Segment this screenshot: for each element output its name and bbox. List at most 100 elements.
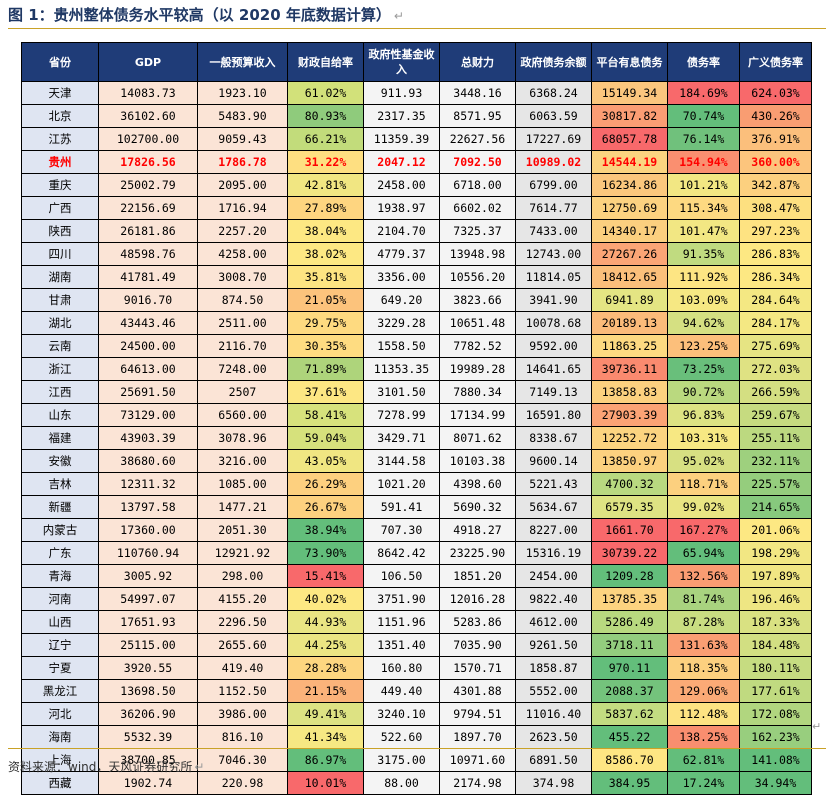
cell-total-revenue: 19989.28 bbox=[439, 357, 516, 381]
cell-province: 安徽 bbox=[21, 449, 99, 473]
cell-broad-debt-ratio: 284.64% bbox=[739, 288, 812, 312]
header-broad-debt-ratio: 广义债务率 bbox=[739, 42, 812, 82]
cell-broad-debt-ratio: 286.34% bbox=[739, 265, 812, 289]
cell-platform-debt: 12750.69 bbox=[591, 196, 668, 220]
cell-broad-debt-ratio: 297.23% bbox=[739, 219, 812, 243]
cell-budget-revenue: 298.00 bbox=[197, 564, 288, 588]
cell-gov-debt: 6368.24 bbox=[515, 81, 592, 105]
table-row: 江西 25691.50 2507 37.61% 3101.50 7880.34 7149.1… bbox=[21, 380, 812, 404]
cell-self-sufficiency: 44.93% bbox=[287, 610, 364, 634]
header-province: 省份 bbox=[21, 42, 99, 82]
cell-total-revenue: 17134.99 bbox=[439, 403, 516, 427]
cell-fund-revenue: 3144.58 bbox=[363, 449, 440, 473]
cell-budget-revenue: 220.98 bbox=[197, 771, 288, 795]
cell-gov-debt: 6799.00 bbox=[515, 173, 592, 197]
cell-self-sufficiency: 73.90% bbox=[287, 541, 364, 565]
cell-gdp: 13698.50 bbox=[98, 679, 198, 703]
table-row: 贵州 17826.56 1786.78 31.22% 2047.12 7092.50 109… bbox=[21, 150, 812, 174]
cell-budget-revenue: 3008.70 bbox=[197, 265, 288, 289]
cell-fund-revenue: 1938.97 bbox=[363, 196, 440, 220]
table-row: 天津 14083.73 1923.10 61.02% 911.93 3448.16 6368… bbox=[21, 81, 812, 105]
cell-total-revenue: 6602.02 bbox=[439, 196, 516, 220]
cell-gov-debt: 9592.00 bbox=[515, 334, 592, 358]
cell-fund-revenue: 1021.20 bbox=[363, 472, 440, 496]
cell-debt-ratio: 118.71% bbox=[667, 472, 740, 496]
cell-debt-ratio: 167.27% bbox=[667, 518, 740, 542]
cell-gov-debt: 374.98 bbox=[515, 771, 592, 795]
cell-total-revenue: 7880.34 bbox=[439, 380, 516, 404]
cell-budget-revenue: 1152.50 bbox=[197, 679, 288, 703]
table-row: 河北 36206.90 3986.00 49.41% 3240.10 9794.51 110… bbox=[21, 702, 812, 726]
cell-broad-debt-ratio: 286.83% bbox=[739, 242, 812, 266]
cell-gdp: 110760.94 bbox=[98, 541, 198, 565]
cell-fund-revenue: 88.00 bbox=[363, 771, 440, 795]
cell-broad-debt-ratio: 196.46% bbox=[739, 587, 812, 611]
cell-broad-debt-ratio: 624.03% bbox=[739, 81, 812, 105]
cell-province: 辽宁 bbox=[21, 633, 99, 657]
table-row: 广东 110760.94 12921.92 73.90% 8642.42 23225.90… bbox=[21, 541, 812, 565]
cell-fund-revenue: 160.80 bbox=[363, 656, 440, 680]
cell-debt-ratio: 115.34% bbox=[667, 196, 740, 220]
cell-broad-debt-ratio: 376.91% bbox=[739, 127, 812, 151]
cell-budget-revenue: 2257.20 bbox=[197, 219, 288, 243]
cell-self-sufficiency: 66.21% bbox=[287, 127, 364, 151]
cell-broad-debt-ratio: 34.94% bbox=[739, 771, 812, 795]
cell-fund-revenue: 11353.35 bbox=[363, 357, 440, 381]
source-note: 资料来源：wind，天风证券研究所 ↵ bbox=[8, 758, 204, 775]
debt-table: 省份 GDP 一般预算收入 财政自给率 政府性基金收入 总财力 政府债务余额 平… bbox=[21, 42, 812, 795]
cell-platform-debt: 18412.65 bbox=[591, 265, 668, 289]
cell-fund-revenue: 3429.71 bbox=[363, 426, 440, 450]
cell-gov-debt: 15316.19 bbox=[515, 541, 592, 565]
cell-budget-revenue: 4258.00 bbox=[197, 242, 288, 266]
cell-budget-revenue: 816.10 bbox=[197, 725, 288, 749]
cell-province: 浙江 bbox=[21, 357, 99, 381]
paragraph-mark-icon: ↵ bbox=[194, 760, 205, 774]
cell-budget-revenue: 12921.92 bbox=[197, 541, 288, 565]
cell-budget-revenue: 2095.00 bbox=[197, 173, 288, 197]
cell-gdp: 54997.07 bbox=[98, 587, 198, 611]
cell-budget-revenue: 2655.60 bbox=[197, 633, 288, 657]
cell-fund-revenue: 2047.12 bbox=[363, 150, 440, 174]
table-row: 吉林 12311.32 1085.00 26.29% 1021.20 4398.60 522… bbox=[21, 472, 812, 496]
cell-gdp: 3920.55 bbox=[98, 656, 198, 680]
cell-budget-revenue: 419.40 bbox=[197, 656, 288, 680]
cell-gdp: 38680.60 bbox=[98, 449, 198, 473]
cell-gov-debt: 8227.00 bbox=[515, 518, 592, 542]
cell-gdp: 14083.73 bbox=[98, 81, 198, 105]
cell-fund-revenue: 911.93 bbox=[363, 81, 440, 105]
cell-budget-revenue: 7046.30 bbox=[197, 748, 288, 772]
table-row: 江苏 102700.00 9059.43 66.21% 11359.39 22627.56… bbox=[21, 127, 812, 151]
cell-gdp: 36206.90 bbox=[98, 702, 198, 726]
cell-gov-debt: 10989.02 bbox=[515, 150, 592, 174]
cell-budget-revenue: 7248.00 bbox=[197, 357, 288, 381]
cell-broad-debt-ratio: 214.65% bbox=[739, 495, 812, 519]
cell-debt-ratio: 87.28% bbox=[667, 610, 740, 634]
cell-broad-debt-ratio: 360.00% bbox=[739, 150, 812, 174]
cell-broad-debt-ratio: 232.11% bbox=[739, 449, 812, 473]
cell-province: 山东 bbox=[21, 403, 99, 427]
cell-broad-debt-ratio: 430.26% bbox=[739, 104, 812, 128]
cell-debt-ratio: 81.74% bbox=[667, 587, 740, 611]
cell-total-revenue: 7092.50 bbox=[439, 150, 516, 174]
cell-debt-ratio: 112.48% bbox=[667, 702, 740, 726]
cell-self-sufficiency: 38.04% bbox=[287, 219, 364, 243]
cell-platform-debt: 13785.35 bbox=[591, 587, 668, 611]
cell-platform-debt: 13858.83 bbox=[591, 380, 668, 404]
cell-budget-revenue: 5483.90 bbox=[197, 104, 288, 128]
cell-gdp: 5532.39 bbox=[98, 725, 198, 749]
cell-platform-debt: 16234.86 bbox=[591, 173, 668, 197]
cell-total-revenue: 22627.56 bbox=[439, 127, 516, 151]
cell-budget-revenue: 1923.10 bbox=[197, 81, 288, 105]
cell-debt-ratio: 17.24% bbox=[667, 771, 740, 795]
table-row: 陕西 26181.86 2257.20 38.04% 2104.70 7325.37 743… bbox=[21, 219, 812, 243]
cell-debt-ratio: 184.69% bbox=[667, 81, 740, 105]
cell-broad-debt-ratio: 308.47% bbox=[739, 196, 812, 220]
table-row: 辽宁 25115.00 2655.60 44.25% 1351.40 7035.90 926… bbox=[21, 633, 812, 657]
cell-platform-debt: 27903.39 bbox=[591, 403, 668, 427]
cell-self-sufficiency: 37.61% bbox=[287, 380, 364, 404]
cell-total-revenue: 10556.20 bbox=[439, 265, 516, 289]
cell-platform-debt: 4700.32 bbox=[591, 472, 668, 496]
cell-debt-ratio: 154.94% bbox=[667, 150, 740, 174]
cell-province: 云南 bbox=[21, 334, 99, 358]
cell-gdp: 43903.39 bbox=[98, 426, 198, 450]
